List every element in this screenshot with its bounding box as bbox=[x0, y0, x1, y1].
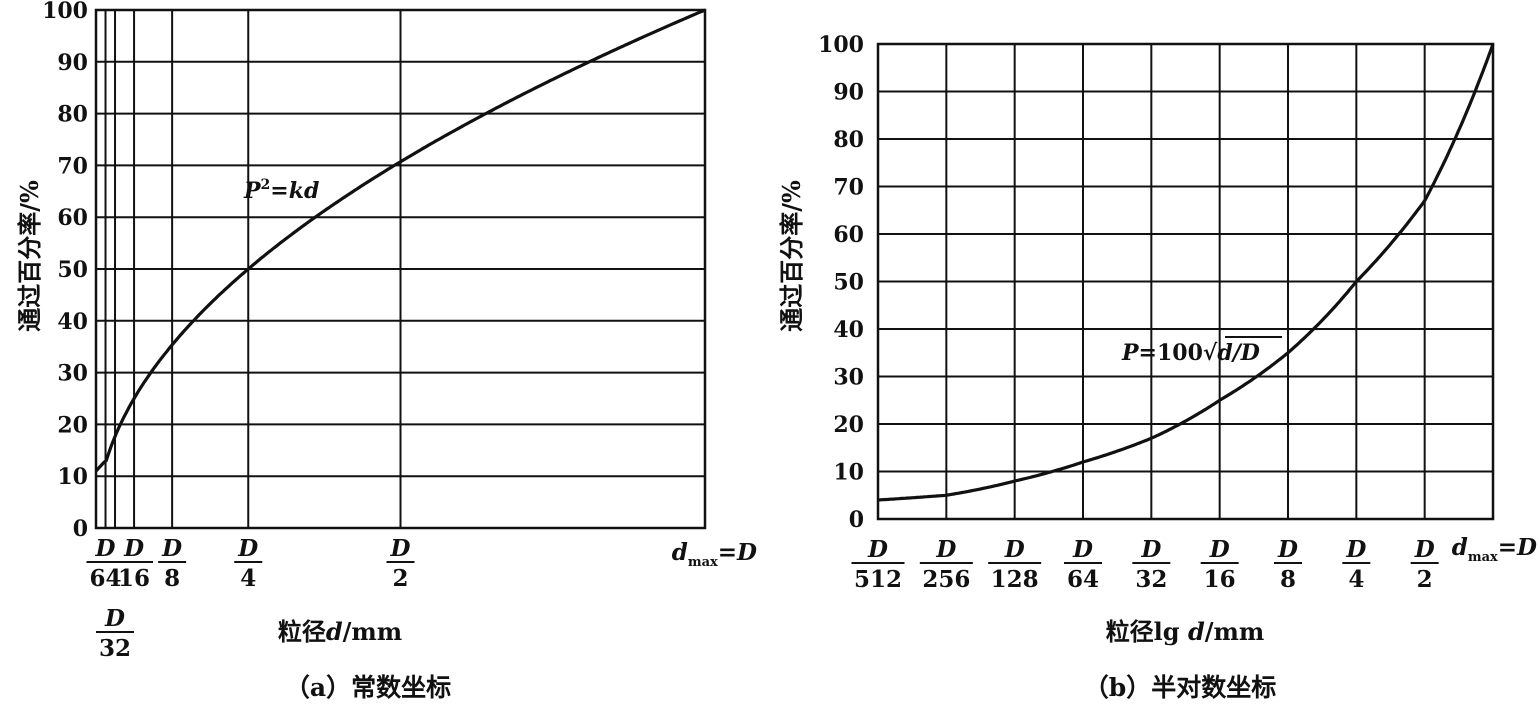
chart-b-xtick-d256: D 256 bbox=[919, 536, 973, 593]
chart-a-ytick-10: 10 bbox=[57, 464, 88, 490]
chart-a-xtick-d4-denominator: 4 bbox=[240, 565, 256, 592]
chart-a-curve bbox=[94, 8, 706, 473]
chart-b-xtick-d32-numerator: D bbox=[1140, 536, 1161, 563]
chart-b-ytick-30: 30 bbox=[833, 365, 864, 391]
chart-b-xtick-d256-numerator: D bbox=[935, 536, 956, 563]
chart-a-xtick-d32-numerator: D bbox=[104, 605, 125, 632]
chart-a-xtick-d32: D 32 bbox=[96, 605, 135, 662]
chart-b-xtick-d16-numerator: D bbox=[1209, 536, 1230, 563]
chart-b-xtick-d4-denominator: 4 bbox=[1348, 566, 1364, 593]
chart-b-frame bbox=[876, 42, 1495, 521]
chart-b-xtick-dmax: dmax=D bbox=[1452, 534, 1537, 565]
chart-b-xtick-d64: D 64 bbox=[1064, 536, 1102, 593]
chart-b: 0 10 20 30 40 50 60 70 80 90 100 D 512 D 256 D 128 D 64 D 32… bbox=[770, 0, 1537, 704]
chart-b-xtick-d4-numerator: D bbox=[1345, 536, 1366, 563]
chart-a-ytick-100: 100 bbox=[42, 0, 88, 24]
chart-b-caption: （b）半对数坐标 bbox=[1084, 673, 1276, 702]
chart-a-ytick-70: 70 bbox=[57, 153, 88, 179]
chart-a-ytick-0: 0 bbox=[73, 516, 88, 542]
chart-a-ylabel: 通过百分率/% bbox=[15, 180, 44, 332]
chart-b-ytick-80: 80 bbox=[833, 127, 864, 153]
chart-a-ytick-90: 90 bbox=[57, 50, 88, 76]
chart-a-xtick-d2: D2 bbox=[386, 535, 415, 592]
chart-b-xtick-d32-denominator: 32 bbox=[1135, 566, 1167, 593]
chart-b-xtick-d2-denominator: 2 bbox=[1417, 566, 1433, 593]
chart-b-xtick-d8: D8 bbox=[1274, 536, 1302, 593]
chart-a-ytick-50: 50 bbox=[57, 257, 88, 283]
chart-b-xtick-d128-denominator: 128 bbox=[991, 566, 1039, 593]
chart-b-ytick-40: 40 bbox=[833, 317, 864, 343]
chart-a-xtick-d16-numerator: D bbox=[123, 535, 144, 562]
chart-b-ytick-50: 50 bbox=[833, 270, 864, 296]
chart-a-xtick-d16-denominator: 16 bbox=[118, 565, 150, 592]
chart-b-xtick-d128-numerator: D bbox=[1004, 536, 1025, 563]
chart-b-xlabel: 粒径lg d/mm bbox=[1106, 617, 1265, 646]
chart-a-ytick-40: 40 bbox=[57, 309, 88, 335]
chart-a-xtick-d4-numerator: D bbox=[237, 535, 258, 562]
chart-b-xtick-d16: D 16 bbox=[1200, 536, 1239, 593]
chart-b-svg: 0 10 20 30 40 50 60 70 80 90 100 D 512 D 256 D 128 D 64 D 32… bbox=[777, 32, 1537, 702]
chart-b-xtick-d64-numerator: D bbox=[1072, 536, 1093, 563]
chart-b-annotation-text: P=100√d/D bbox=[1121, 340, 1260, 366]
chart-a-xtick-dmax: dmax=D bbox=[672, 539, 757, 570]
chart-b-xtick-d512-denominator: 512 bbox=[854, 566, 902, 593]
chart-a-xtick-d2-numerator: D bbox=[390, 535, 411, 562]
chart-a: 0 10 20 30 40 50 60 70 80 90 100 D 64 D 32 D 16 D 8 D 4 D 2 dma… bbox=[15, 0, 757, 702]
chart-b-ylabel: 通过百分率/% bbox=[777, 180, 806, 332]
chart-b-ytick-60: 60 bbox=[833, 222, 864, 248]
chart-a-annotation: P2=kd bbox=[243, 177, 319, 204]
chart-b-annotation: P=100√d/D bbox=[1121, 336, 1282, 366]
chart-a-xtick-d8-numerator: D bbox=[161, 535, 182, 562]
chart-a-xtick-d32-denominator: 32 bbox=[99, 635, 131, 662]
chart-a-ytick-60: 60 bbox=[57, 205, 88, 231]
chart-b-xtick-d256-denominator: 256 bbox=[922, 566, 970, 593]
chart-b-xtick-d16-denominator: 16 bbox=[1204, 566, 1236, 593]
chart-a-ytick-20: 20 bbox=[57, 412, 88, 438]
chart-a-xtick-d8: D8 bbox=[158, 535, 187, 592]
chart-a-ytick-30: 30 bbox=[57, 361, 88, 387]
chart-b-ytick-90: 90 bbox=[833, 80, 864, 106]
chart-b-xtick-d512-numerator: D bbox=[867, 536, 888, 563]
chart-a-xtick-d64-denominator: 64 bbox=[90, 565, 122, 592]
chart-b-xtick-d32: D 32 bbox=[1132, 536, 1171, 593]
chart-b-ytick-20: 20 bbox=[833, 412, 864, 438]
chart-a-xtick-d2-denominator: 2 bbox=[392, 565, 408, 592]
chart-a-ytick-80: 80 bbox=[57, 102, 88, 128]
chart-b-xtick-d2-numerator: D bbox=[1414, 536, 1435, 563]
chart-b-xtick-d512: D 512 bbox=[851, 536, 905, 593]
chart-a-svg: 0102030405060708090100D64D32D16D8D4D2dma… bbox=[15, 0, 757, 702]
chart-b-xtick-d4: D4 bbox=[1342, 536, 1371, 593]
chart-b-ytick-0: 0 bbox=[849, 507, 864, 533]
chart-a-xtick-d16: D 16 bbox=[115, 535, 154, 592]
chart-b-ytick-100: 100 bbox=[818, 32, 864, 58]
chart-b-xtick-d8-denominator: 8 bbox=[1280, 566, 1296, 593]
chart-a-xtick-d4: D4 bbox=[234, 535, 263, 592]
chart-b-curve bbox=[877, 43, 1495, 502]
chart-b-ytick-10: 10 bbox=[833, 460, 864, 486]
chart-b-xtick-d64-denominator: 64 bbox=[1067, 566, 1099, 593]
chart-b-ytick-70: 70 bbox=[833, 175, 864, 201]
chart-b-xtick-d128: D 128 bbox=[988, 536, 1042, 593]
chart-a-xtick-d8-denominator: 8 bbox=[164, 565, 180, 592]
chart-b-xtick-d2: D2 bbox=[1410, 536, 1439, 593]
chart-a-frame bbox=[94, 8, 707, 530]
chart-a-caption: （a）常数坐标 bbox=[285, 673, 451, 702]
chart-a-xlabel: 粒径d/mm bbox=[278, 617, 402, 646]
chart-b-xtick-d8-numerator: D bbox=[1277, 536, 1298, 563]
chart-a-xtick-d64-numerator: D bbox=[95, 535, 116, 562]
